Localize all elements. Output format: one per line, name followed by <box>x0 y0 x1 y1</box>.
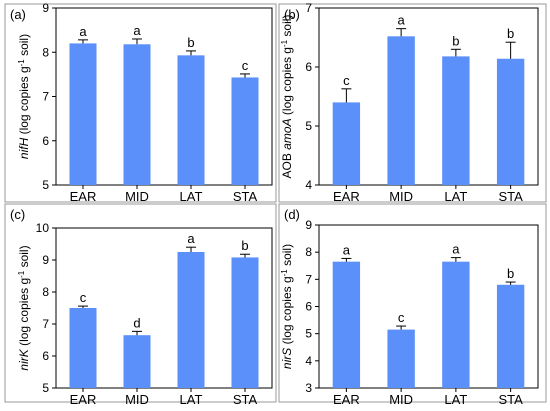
x-tick-label: STA <box>233 189 258 204</box>
y-tick-label: 5 <box>305 119 312 133</box>
panel-label: (b) <box>284 7 300 22</box>
y-axis-label: nirK (log copies g-1 soil) <box>17 245 32 370</box>
significance-letter: b <box>507 266 514 281</box>
y-tick-label: 8 <box>42 285 49 299</box>
x-tick-label: STA <box>498 392 523 406</box>
y-tick-label: 7 <box>305 1 312 15</box>
y-tick-label: 9 <box>42 1 49 15</box>
x-tick-label: MID <box>389 189 413 204</box>
y-tick-label: 6 <box>305 60 312 74</box>
panel-frame <box>4 3 277 203</box>
significance-letter: a <box>187 231 195 246</box>
y-tick-label: 6 <box>42 349 49 363</box>
significance-letter: a <box>133 23 141 38</box>
chart-panel-4: 3 4 5 6 7 8 9 a EAR c MID a LAT b STA (d) nirS (log copi… <box>278 203 547 407</box>
bar-sta <box>231 77 259 185</box>
bar-lat <box>442 261 470 388</box>
bar-sta <box>496 284 525 388</box>
y-axis-label: nirS (log copies g-1 soil) <box>280 244 295 369</box>
y-tick-label: 7 <box>305 272 312 286</box>
x-tick-label: MID <box>125 392 149 406</box>
panel-frame <box>278 3 547 203</box>
y-tick-label: 8 <box>305 245 312 259</box>
y-tick-label: 6 <box>42 134 49 148</box>
significance-letter: a <box>343 242 351 257</box>
significance-letter: b <box>452 33 459 48</box>
x-tick-label: EAR <box>70 189 97 204</box>
y-tick-label: 6 <box>305 300 312 314</box>
panel-frame <box>278 203 547 403</box>
bar-mid <box>387 36 415 185</box>
significance-letter: c <box>80 290 87 305</box>
x-tick-label: MID <box>389 392 413 406</box>
y-tick-label: 9 <box>42 253 49 267</box>
bar-mid <box>123 335 151 388</box>
bar-mid <box>123 44 151 185</box>
bar-mid <box>387 329 415 388</box>
y-tick-label: 4 <box>305 178 312 192</box>
x-tick-label: EAR <box>70 392 97 406</box>
x-tick-label: LAT <box>180 392 203 406</box>
significance-letter: c <box>242 58 249 73</box>
x-tick-label: MID <box>125 189 149 204</box>
x-tick-label: EAR <box>333 392 360 406</box>
panel-frame <box>4 203 277 403</box>
bar-sta <box>496 58 525 185</box>
bar-ear <box>69 43 97 186</box>
significance-letter: a <box>452 242 460 257</box>
significance-letter: b <box>507 26 514 41</box>
bar-lat <box>177 252 205 388</box>
bar-ear <box>69 308 97 388</box>
significance-letter: a <box>79 24 87 39</box>
significance-letter: b <box>187 35 194 50</box>
bar-lat <box>177 55 205 185</box>
panel-label: (c) <box>10 207 25 222</box>
chart-panel-1: 5 6 7 8 9 a EAR a MID b LAT c STA (a) nifH (log copies… <box>4 1 277 204</box>
bar-ear <box>332 261 361 388</box>
significance-letter: d <box>133 315 140 330</box>
y-tick-label: 9 <box>305 218 312 232</box>
x-tick-label: STA <box>233 392 258 406</box>
y-tick-label: 7 <box>42 90 49 104</box>
plot-frame <box>55 227 273 389</box>
x-tick-label: LAT <box>444 189 467 204</box>
y-tick-label: 5 <box>42 178 49 192</box>
significance-letter: c <box>398 310 405 325</box>
y-tick-label: 7 <box>42 317 49 331</box>
y-tick-label: 8 <box>42 45 49 59</box>
y-tick-label: 5 <box>42 381 49 395</box>
plot-frame <box>318 7 539 186</box>
y-tick-label: 10 <box>36 221 50 235</box>
chart-panel-2: 4 5 6 7 c EAR a MID b LAT b STA (b)AOB amoA (log cop… <box>278 1 547 204</box>
x-tick-label: STA <box>498 189 523 204</box>
panel-label: (d) <box>284 207 300 222</box>
y-tick-label: 4 <box>305 354 312 368</box>
chart-panel-3: 5 6 7 8 9 10 c EAR d MID a LAT b STA (c) nirK (log copi… <box>4 203 277 407</box>
significance-letter: b <box>241 238 248 253</box>
x-tick-label: LAT <box>180 189 203 204</box>
significance-letter: c <box>343 73 350 88</box>
y-axis-label: AOB amoA (log copies g-1 soil) <box>280 15 295 179</box>
x-tick-label: EAR <box>333 189 360 204</box>
panel-label: (a) <box>10 7 26 22</box>
y-axis-label: nifH (log copies g-1 soil) <box>17 34 32 159</box>
significance-letter: a <box>398 13 406 28</box>
bar-sta <box>231 257 259 388</box>
x-tick-label: LAT <box>444 392 467 406</box>
bar-ear <box>332 102 361 185</box>
y-tick-label: 3 <box>305 381 312 395</box>
y-tick-label: 5 <box>305 327 312 341</box>
bar-lat <box>442 56 470 185</box>
